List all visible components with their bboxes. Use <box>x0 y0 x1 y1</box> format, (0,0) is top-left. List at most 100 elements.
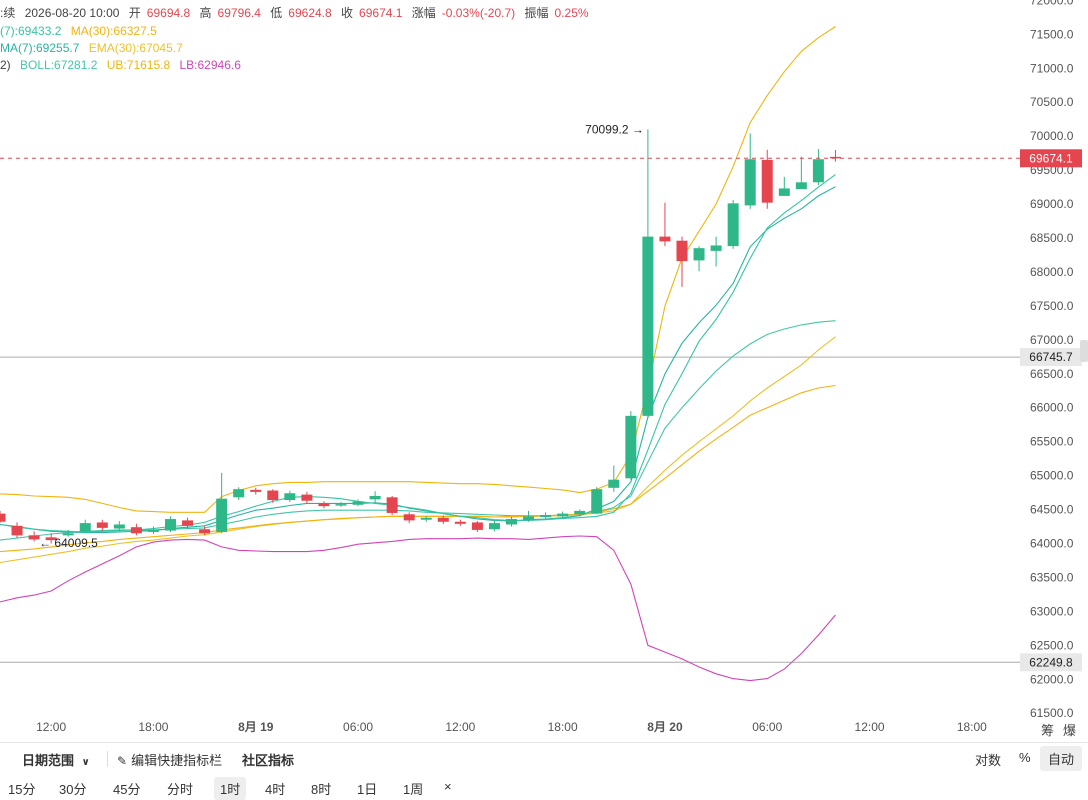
candle <box>182 520 194 526</box>
candle <box>829 156 841 159</box>
indicator-line-ub <box>0 26 836 513</box>
last-price-label: 69674.1 <box>1029 151 1073 165</box>
community-indicators-button[interactable]: 社区指标 <box>242 753 295 768</box>
extreme-price-annotation: 70099.2 → <box>585 122 644 136</box>
candle <box>761 159 773 203</box>
guide-price-tag <box>1020 348 1082 367</box>
guide-price-tag <box>1020 653 1082 672</box>
guide-price-label: 62249.8 <box>1029 655 1073 669</box>
candle <box>0 513 6 522</box>
candle <box>437 517 449 522</box>
amplitude-label: 振幅 <box>524 6 549 20</box>
y-tick-label: 68500.0 <box>1030 231 1074 245</box>
lb-value: LB:62946.6 <box>179 58 241 72</box>
low-label: 低 <box>270 6 283 20</box>
y-tick-label: 67500.0 <box>1030 299 1074 313</box>
boll-info-line: 2) BOLL:67281.2 UB:71615.8 LB:62946.6 <box>0 58 247 72</box>
candle <box>778 188 790 196</box>
candle <box>795 182 807 190</box>
period-15m[interactable]: 15分 <box>8 782 36 797</box>
period-1h[interactable]: 1时 <box>214 777 247 800</box>
change-label: 涨幅 <box>411 6 436 20</box>
x-tick-label: 06:00 <box>752 720 782 734</box>
y-tick-label: 62000.0 <box>1030 672 1074 686</box>
period-30m[interactable]: 30分 <box>59 782 87 797</box>
chip-distribution-toggle[interactable]: 筹 <box>1041 723 1055 738</box>
y-tick-label: 64000.0 <box>1030 536 1074 550</box>
candle <box>659 236 671 242</box>
y-tick-label: 69000.0 <box>1030 197 1074 211</box>
x-tick-label: 18:00 <box>957 720 987 734</box>
ma7-value: (7):69433.2 <box>0 24 62 38</box>
chevron-down-icon: ∨ <box>81 757 90 768</box>
liquidation-toggle[interactable]: 爆 <box>1063 723 1077 738</box>
y-tick-label: 66000.0 <box>1030 401 1074 415</box>
period-45m[interactable]: 45分 <box>113 782 141 797</box>
x-tick-label: 18:00 <box>548 720 578 734</box>
candle <box>335 504 347 506</box>
y-tick-label: 64500.0 <box>1030 503 1074 517</box>
date-range-button[interactable]: 日期范围 ∨ <box>22 750 90 769</box>
candle <box>113 524 125 529</box>
candle <box>642 236 654 416</box>
price-chart[interactable]: 72000.0 71500.0 71000.0 70500.0 70000.0 69500… <box>0 0 1088 740</box>
y-tick-label: 65500.0 <box>1030 435 1074 449</box>
y-tick-label: 72000.0 <box>1030 0 1074 7</box>
auto-scale-button[interactable]: 自动 <box>1039 746 1082 771</box>
candle <box>403 514 415 521</box>
candle <box>301 494 313 501</box>
boll-value: BOLL:67281.2 <box>20 58 98 72</box>
candle <box>233 489 245 498</box>
candle <box>488 523 500 530</box>
indicator-line-ema7 <box>0 186 836 534</box>
period-8h[interactable]: 8时 <box>311 782 332 797</box>
y-tick-label: 65000.0 <box>1030 469 1074 483</box>
ema7-value: MA(7):69255.7 <box>0 41 80 55</box>
y-tick-label: 61500.0 <box>1030 706 1074 720</box>
candle <box>744 159 756 206</box>
log-scale-button[interactable]: 对数 <box>975 753 1002 768</box>
amplitude-value: 0.25% <box>554 6 589 20</box>
candle <box>454 521 466 524</box>
info-prefix: :续 <box>0 6 16 20</box>
ub-value: UB:71615.8 <box>106 58 171 72</box>
period-1w[interactable]: 1周 <box>403 782 424 797</box>
boll-prefix: 2) <box>0 58 11 72</box>
candle <box>318 503 330 507</box>
candle <box>812 159 824 183</box>
candle <box>369 495 381 500</box>
candle <box>352 501 364 505</box>
info-datetime: 2026-08-20 10:00 <box>24 6 120 20</box>
period-4h[interactable]: 4时 <box>265 782 286 797</box>
period-1d[interactable]: 1日 <box>357 782 378 797</box>
x-tick-label: 18:00 <box>138 720 168 734</box>
candle <box>591 489 603 514</box>
open-label: 开 <box>128 6 141 20</box>
edit-indicators-button[interactable]: ✎ 编辑快捷指标栏 <box>117 750 222 769</box>
ma30-value: MA(30):66327.5 <box>70 24 157 38</box>
y-tick-label: 68000.0 <box>1030 265 1074 279</box>
y-tick-label: 63000.0 <box>1030 604 1074 618</box>
x-tick-label: 12:00 <box>855 720 885 734</box>
candle <box>420 517 432 520</box>
scale-drag-handle <box>1080 340 1088 362</box>
ema30-value: EMA(30):67045.7 <box>88 41 183 55</box>
y-tick-label: 71500.0 <box>1030 27 1074 41</box>
close-icon[interactable]: × <box>444 779 452 794</box>
candle <box>199 529 211 534</box>
percent-scale-button[interactable]: % <box>1019 750 1031 765</box>
y-tick-label: 70000.0 <box>1030 129 1074 143</box>
last-price-tag <box>1020 149 1082 168</box>
candle <box>625 415 637 479</box>
close-label: 收 <box>341 6 354 20</box>
candle <box>540 514 552 518</box>
chart-canvas[interactable]: 72000.071500.071000.070500.070000.069500… <box>0 0 1088 740</box>
edit-indicators-label: 编辑快捷指标栏 <box>131 753 223 768</box>
y-tick-label: 63500.0 <box>1030 570 1074 584</box>
close-value: 69674.1 <box>359 6 403 20</box>
candle <box>523 516 535 520</box>
period-timeshare[interactable]: 分时 <box>167 782 194 797</box>
indicator-line-ma7 <box>0 174 836 533</box>
guide-price-label: 66745.7 <box>1029 350 1073 364</box>
